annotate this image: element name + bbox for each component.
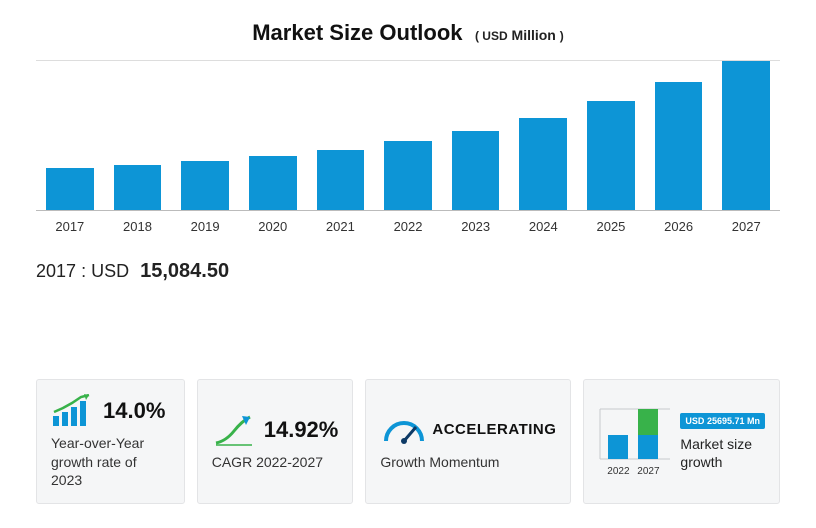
arrow-up-icon	[212, 413, 256, 447]
bar-year-label: 2019	[181, 219, 229, 234]
bar-year-label: 2027	[722, 219, 770, 234]
mini-label-2027: 2027	[635, 466, 661, 477]
bar	[317, 150, 365, 210]
bar	[181, 161, 229, 210]
growth-text: Market size growth	[680, 435, 765, 471]
bar-year-label: 2020	[249, 219, 297, 234]
bar-year-label: 2021	[317, 219, 365, 234]
bar	[519, 118, 567, 210]
momentum-sub: Growth Momentum	[380, 453, 556, 471]
mini-bar-2027	[638, 409, 658, 459]
yoy-stat: 14.0%	[103, 398, 165, 424]
cagr-sub: CAGR 2022-2027	[212, 453, 339, 471]
bar	[587, 101, 635, 210]
title-unit: ( USD Million )	[475, 27, 564, 43]
bar-slot	[249, 61, 297, 210]
callout-year: 2017	[36, 261, 76, 281]
title-row: Market Size Outlook ( USD Million )	[36, 20, 780, 46]
bar-slot	[114, 61, 162, 210]
callout-currency: : USD	[81, 261, 129, 281]
cagr-stat: 14.92%	[264, 417, 339, 443]
bar-year-label: 2025	[587, 219, 635, 234]
title-main: Market Size Outlook	[252, 20, 462, 45]
badge-value: 25695.71 Mn	[707, 416, 760, 426]
title-unit-suffix: )	[560, 29, 564, 43]
momentum-label: ACCELERATING	[432, 421, 556, 438]
bar-year-label: 2024	[519, 219, 567, 234]
bar-slot	[46, 61, 94, 210]
card-market-growth: 2022 2027 USD 25695.71 Mn Market size gr…	[583, 379, 780, 504]
bar	[452, 131, 500, 210]
mini-bar-2022	[608, 435, 628, 459]
bar	[249, 156, 297, 210]
bar-slot	[655, 61, 703, 210]
bar-chart: 2017 2018 2019 2020 2021 2022 2023 2024 2025 2026…	[36, 60, 780, 240]
bar-slot	[384, 61, 432, 210]
callout-value: 15,084.50	[140, 260, 229, 282]
bar-slot	[181, 61, 229, 210]
bar-slot	[452, 61, 500, 210]
title-unit-prefix: ( USD	[475, 29, 508, 43]
bar	[722, 61, 770, 210]
gauge-icon	[380, 413, 424, 447]
badge-prefix: USD	[685, 416, 704, 426]
title-unit-word: Million	[512, 27, 556, 43]
bar-slot	[519, 61, 567, 210]
bar-year-label: 2018	[114, 219, 162, 234]
bar-year-label: 2023	[452, 219, 500, 234]
stat-cards: 14.0% Year-over-Year growth rate of 2023…	[36, 379, 780, 504]
bar-growth-icon	[51, 394, 95, 428]
yoy-sub: Year-over-Year growth rate of 2023	[51, 434, 170, 489]
card-momentum: ACCELERATING Growth Momentum	[365, 379, 571, 504]
card-cagr: 14.92% CAGR 2022-2027	[197, 379, 354, 504]
bar-year-label: 2017	[46, 219, 94, 234]
mini-label-2022: 2022	[605, 466, 631, 477]
card-yoy: 14.0% Year-over-Year growth rate of 2023	[36, 379, 185, 504]
value-callout: 2017 : USD 15,084.50	[36, 260, 780, 283]
bar	[114, 165, 162, 210]
bar	[655, 82, 703, 210]
mini-chart: 2022 2027	[598, 407, 670, 477]
growth-badge: USD 25695.71 Mn	[680, 413, 765, 429]
bar-slot	[722, 61, 770, 210]
infographic-root: Market Size Outlook ( USD Million ) 2017…	[0, 0, 816, 528]
bar	[384, 141, 432, 210]
bar-slot	[587, 61, 635, 210]
bar-slot	[317, 61, 365, 210]
bar-year-label: 2022	[384, 219, 432, 234]
bar	[46, 168, 94, 210]
bar-year-label: 2026	[655, 219, 703, 234]
